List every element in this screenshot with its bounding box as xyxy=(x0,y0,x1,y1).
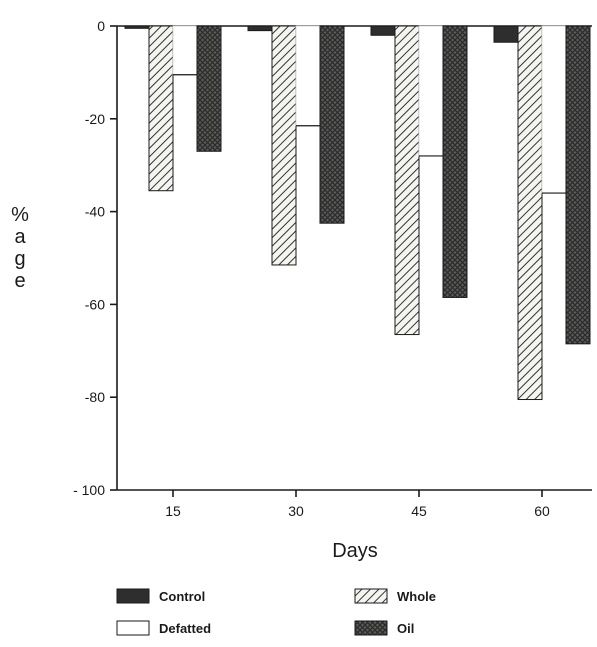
legend-label-oil: Oil xyxy=(397,621,414,636)
legend-swatch-control xyxy=(116,588,150,604)
legend-label-defatted: Defatted xyxy=(159,621,211,636)
bar-oil-30 xyxy=(319,25,345,224)
bar-defatted-30 xyxy=(295,25,321,127)
bar-whole-45 xyxy=(394,25,420,336)
y-tick-label: 0 xyxy=(97,18,105,34)
y-tick-label: -80 xyxy=(85,389,105,405)
bars xyxy=(124,25,591,401)
x-tick-label: 15 xyxy=(165,503,181,519)
legend-label-control: Control xyxy=(159,589,205,604)
x-tick-label: 30 xyxy=(288,503,304,519)
bar-whole-15 xyxy=(148,25,174,192)
bar-oil-45 xyxy=(442,25,468,298)
bar-control-30 xyxy=(247,25,273,32)
y-axis-title-char: % xyxy=(11,204,29,226)
x-tick-label: 60 xyxy=(534,503,550,519)
legend-swatch-defatted xyxy=(116,620,150,636)
bar-whole-60 xyxy=(517,25,543,401)
x-axis-title: Days xyxy=(332,540,378,562)
y-tick-label: -40 xyxy=(85,204,105,220)
legend: Control Whole Defatted Oil xyxy=(116,588,436,636)
legend-swatch-whole xyxy=(354,588,388,604)
y-axis-title-char: g xyxy=(14,248,25,270)
x-ticks: 15 30 45 60 xyxy=(165,490,550,519)
legend-swatch-oil xyxy=(354,620,388,636)
x-tick-label: 45 xyxy=(411,503,427,519)
legend-label-whole: Whole xyxy=(397,589,436,604)
y-axis-title-char: e xyxy=(14,270,25,292)
y-axis-title: %age xyxy=(11,204,29,292)
y-axis-title-char: a xyxy=(14,226,26,248)
y-tick-label: -60 xyxy=(85,296,105,312)
bar-oil-60 xyxy=(565,25,591,345)
y-tick-label: - 100 xyxy=(73,482,105,498)
bar-whole-30 xyxy=(271,25,297,266)
bar-defatted-45 xyxy=(418,25,444,157)
bar-defatted-60 xyxy=(541,25,567,194)
bar-control-15 xyxy=(124,25,150,29)
y-tick-label: -20 xyxy=(85,111,105,127)
bar-control-60 xyxy=(493,25,519,43)
y-ticks: 0 -20 -40 -60 -80 - 100 xyxy=(73,18,117,498)
bar-oil-15 xyxy=(196,25,222,152)
bar-control-45 xyxy=(370,25,396,36)
bar-defatted-15 xyxy=(172,25,198,76)
